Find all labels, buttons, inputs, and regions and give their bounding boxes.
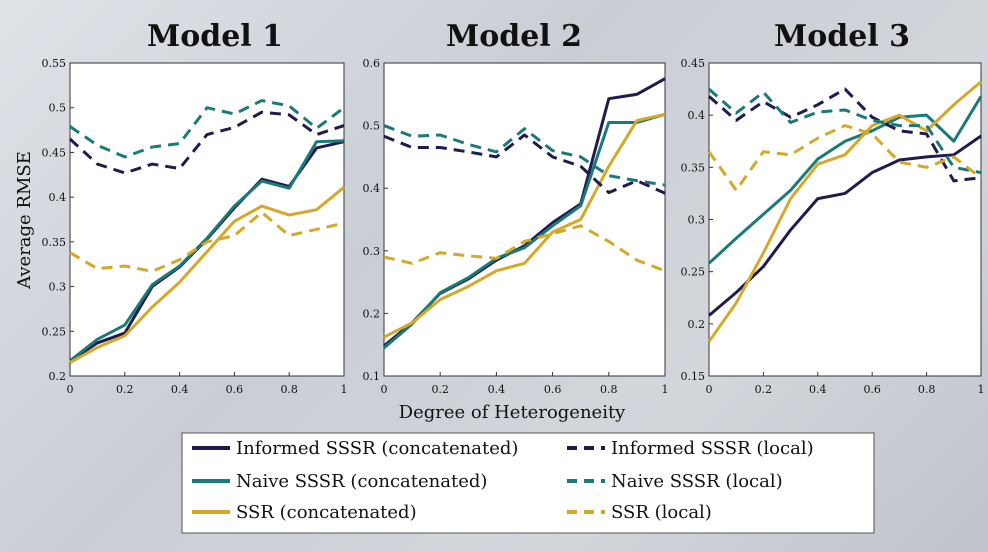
y-tick-label: 0.4 <box>363 182 381 195</box>
legend-label-informed-sssr-local: Informed SSSR (local) <box>611 438 814 459</box>
y-tick-label: 0.2 <box>688 318 706 331</box>
y-tick-label: 0.15 <box>681 370 706 383</box>
legend-label-informed-sssr-concatenated: Informed SSSR (concatenated) <box>236 438 518 459</box>
panel-model-1: 0.20.250.30.350.40.450.50.550 0.2 0.4 0.6 0.… <box>42 57 348 396</box>
y-tick-label: 0.3 <box>688 214 706 227</box>
y-tick-label: 0.6 <box>363 57 381 70</box>
series-line-naive-sssr-local <box>69 99 345 159</box>
x-tick-label: 0.6 <box>863 383 881 396</box>
y-tick-label: 0.2 <box>363 307 381 320</box>
y-axis-label: Average RMSE <box>14 151 35 290</box>
series-line-informed-sssr-local <box>383 133 666 195</box>
plot-area <box>708 62 982 377</box>
series-line-ssr-local <box>69 210 345 273</box>
x-tick-label: 1 <box>662 383 669 396</box>
series-line-ssr-concatenated <box>707 80 982 343</box>
plot-area <box>383 62 666 377</box>
x-tick-label: 0 <box>381 383 388 396</box>
series-line-informed-sssr-concatenated <box>708 134 982 317</box>
x-tick-label: 0.2 <box>755 383 773 396</box>
y-tick-label: 0.25 <box>42 325 67 338</box>
y-tick-label: 0.25 <box>681 266 706 279</box>
legend-label-naive-sssr-concatenated: Naive SSSR (concatenated) <box>236 471 487 492</box>
y-tick-label: 0.45 <box>42 146 67 159</box>
chart-title-model-3: Model 3 <box>774 19 910 54</box>
x-tick-label: 0.8 <box>280 383 298 396</box>
series-line-naive-sssr-local <box>383 124 666 187</box>
legend-box <box>181 432 875 534</box>
x-tick-label: 1 <box>341 383 348 396</box>
x-tick-label: 0.2 <box>116 383 134 396</box>
series-line-naive-sssr-concatenated <box>69 139 345 362</box>
x-tick-label: 0 <box>706 383 713 396</box>
x-tick-label: 0 <box>67 383 74 396</box>
y-tick-label: 0.35 <box>42 236 67 249</box>
y-tick-label: 0.4 <box>49 191 67 204</box>
y-tick-label: 0.5 <box>363 120 381 133</box>
plot-area <box>69 62 345 377</box>
legend-label-ssr-concatenated: SSR (concatenated) <box>236 502 417 523</box>
panel-model-2: 0.1 0.2 0.3 0.4 0.5 0.6 0 0.2 0.4 0.6 0.8 1 <box>363 57 669 396</box>
y-tick-label: 0.55 <box>42 57 67 70</box>
legend-label-naive-sssr-local: Naive SSSR (local) <box>611 471 783 492</box>
series-line-naive-sssr-concatenated <box>383 112 666 349</box>
x-tick-label: 0.6 <box>226 383 244 396</box>
x-tick-label: 0.4 <box>809 383 827 396</box>
y-tick-label: 0.5 <box>49 102 67 115</box>
x-tick-label: 1 <box>978 383 985 396</box>
chart-title-model-2: Model 2 <box>446 19 582 54</box>
y-tick-label: 0.1 <box>363 370 381 383</box>
x-tick-label: 0.6 <box>544 383 562 396</box>
x-tick-label: 0.4 <box>488 383 506 396</box>
y-tick-label: 0.45 <box>681 57 706 70</box>
series-line-ssr-concatenated <box>383 112 666 339</box>
y-tick-label: 0.3 <box>363 245 381 258</box>
x-tick-label: 0.4 <box>171 383 189 396</box>
y-tick-label: 0.35 <box>681 161 706 174</box>
x-tick-label: 0.8 <box>600 383 618 396</box>
legend-label-ssr-local: SSR (local) <box>611 502 712 523</box>
legend: Informed SSSR (concatenated) Informed SSS… <box>181 432 875 534</box>
x-tick-label: 0.2 <box>431 383 449 396</box>
series-line-ssr-concatenated <box>69 186 345 364</box>
series-line-ssr-local <box>383 224 666 273</box>
chart-title-model-1: Model 1 <box>147 19 283 54</box>
y-tick-label: 0.4 <box>688 109 706 122</box>
x-axis-label: Degree of Heterogeneity <box>399 402 627 423</box>
series-line-informed-sssr-local <box>708 87 982 183</box>
series-line-informed-sssr-local <box>68 110 345 175</box>
series-line-naive-sssr-local <box>708 87 982 175</box>
series-line-ssr-local <box>707 124 982 192</box>
x-tick-label: 0.8 <box>918 383 936 396</box>
y-tick-label: 0.3 <box>49 281 67 294</box>
y-tick-label: 0.2 <box>49 370 67 383</box>
panel-model-3: 0.15 0.2 0.25 0.3 0.35 0.4 0.45 0 0.2 0.4 0.6 0.8 1 <box>681 57 985 396</box>
